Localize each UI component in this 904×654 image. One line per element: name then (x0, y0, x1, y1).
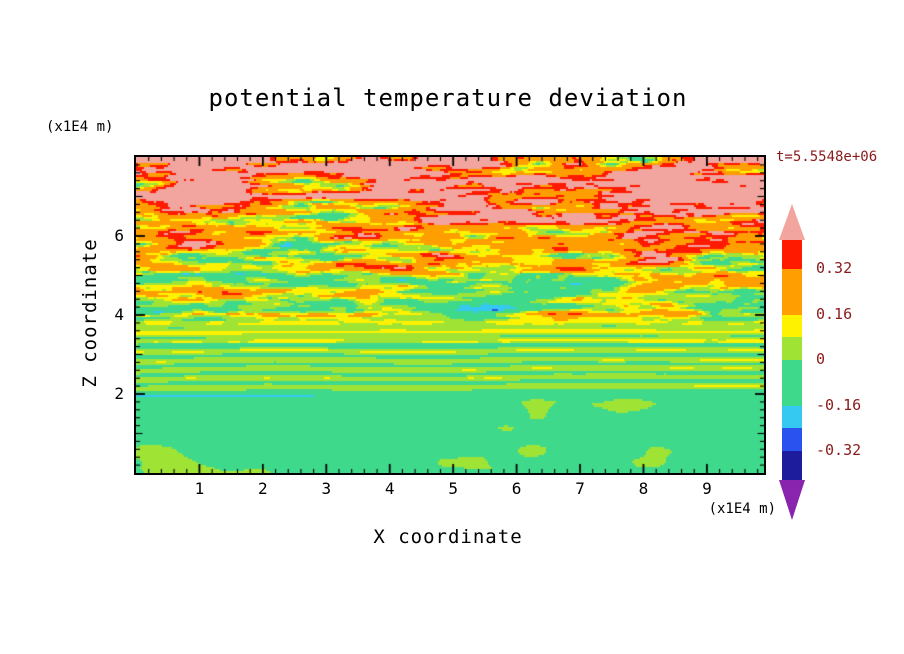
x-tick-label: 2 (258, 479, 268, 498)
colorbar-segment-navy (782, 451, 802, 480)
colorbar-tick-label: -0.16 (816, 396, 862, 414)
colorbar-segment-cyan (782, 406, 802, 428)
colorbar-segment-green-yellow (782, 337, 802, 360)
x-tick-label: 6 (511, 479, 522, 498)
colorbar-tick-label: -0.32 (816, 441, 862, 459)
y-axis-units-label: (x1E4 m) (46, 119, 114, 135)
y-tick-label: 6 (114, 226, 124, 245)
x-tick-label: 4 (384, 479, 395, 498)
plot-title: potential temperature deviation (208, 84, 688, 112)
y-tick-label: 2 (114, 384, 124, 403)
x-axis-label: X coordinate (373, 526, 523, 548)
time-annotation: t=5.5548e+06 (776, 149, 878, 165)
colorbar-segment-blue (782, 428, 802, 451)
colorbar-segment-orange (782, 269, 802, 315)
plot-area (134, 155, 766, 475)
colorbar-bar (782, 240, 802, 480)
colorbar-tick-label: 0.16 (816, 305, 853, 323)
x-tick-label: 8 (638, 479, 649, 498)
colorbar-tick-label: 0 (816, 350, 826, 368)
x-tick-label: 7 (575, 479, 585, 498)
colorbar-tick-label: 0.32 (816, 259, 853, 277)
colorbar-under-arrow (779, 480, 805, 520)
colorbar-segment-spring-green (782, 360, 802, 406)
y-tick-label: 4 (114, 305, 124, 324)
x-tick-label: 5 (448, 479, 458, 498)
x-tick-label: 1 (194, 479, 205, 498)
x-axis-units-label: (x1E4 m) (708, 501, 776, 517)
x-tick-label: 3 (321, 479, 332, 498)
temperature-field-canvas (136, 157, 764, 473)
colorbar-segment-red (782, 240, 802, 269)
colorbar-over-arrow (779, 204, 805, 240)
colorbar: 0.32 0.16 0 -0.16 -0.32 (779, 204, 899, 520)
colorbar-segment-yellow (782, 315, 802, 337)
x-tick-label: 9 (702, 479, 712, 498)
